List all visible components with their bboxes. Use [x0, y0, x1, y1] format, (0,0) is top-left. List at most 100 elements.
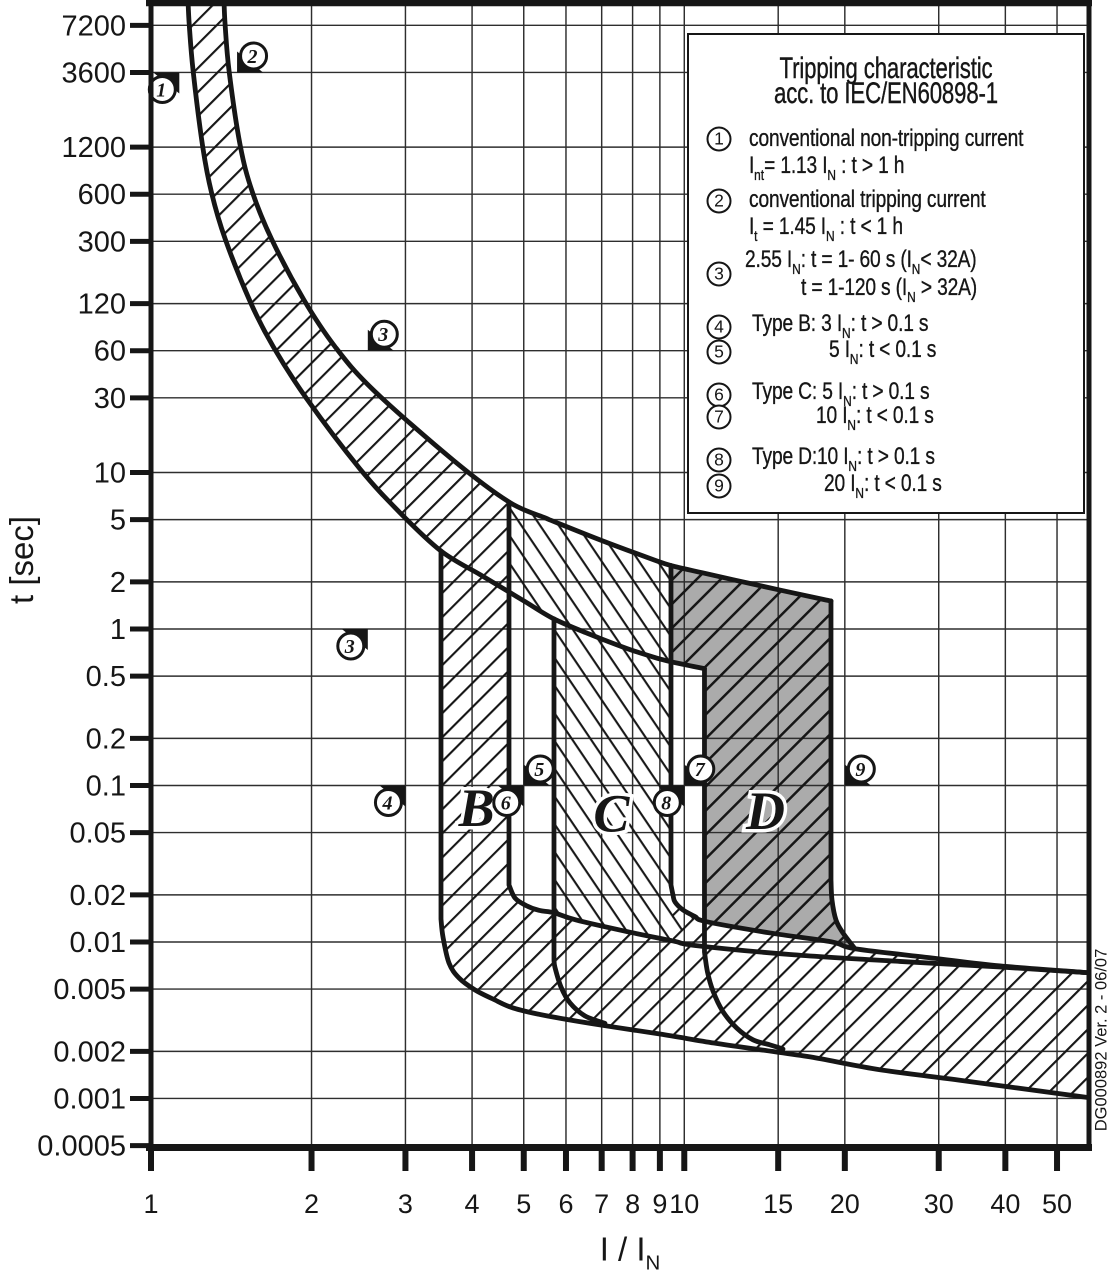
- legend-item-number-5: 5: [706, 339, 732, 365]
- legend-item-text: Type C: 5 IN: t > 0.1 s: [752, 378, 930, 410]
- tick-label-y-10: 10: [94, 457, 126, 489]
- marker-number: 3: [377, 324, 388, 346]
- legend-item-text: Int= 1.13 IN : t > 1 h: [749, 152, 905, 184]
- tick-label-y-0.001: 0.001: [53, 1083, 126, 1115]
- marker-2: 2: [237, 41, 269, 73]
- legend-item-text: conventional tripping current: [749, 186, 986, 213]
- legend-item-number-3: 3: [706, 261, 732, 287]
- plot-area: [150, 0, 1092, 1147]
- marker-circle: [373, 787, 403, 817]
- tick-label-x-9: 9: [652, 1189, 667, 1219]
- marker-circle: [846, 754, 876, 784]
- tick-label-y-0.02: 0.02: [70, 880, 126, 912]
- marker-circle: [239, 41, 269, 71]
- band-letter-B: B: [458, 778, 495, 838]
- tick-label-y-0.1: 0.1: [86, 770, 126, 802]
- curve-upper-thermal: [221, 0, 834, 604]
- x-axis-title: I / IN: [599, 1230, 661, 1275]
- legend-item-number-4: 4: [706, 314, 732, 340]
- tick-label-y-7200: 7200: [61, 10, 126, 42]
- legend-item-text: t = 1-120 s (IN > 32A): [801, 274, 978, 306]
- marker-number: 2: [247, 46, 258, 68]
- axis-ticks: [130, 22, 1061, 1171]
- tick-label-x-10: 10: [669, 1189, 699, 1219]
- marker-7: 7: [684, 754, 716, 786]
- marker-number: 4: [381, 792, 392, 814]
- marker-6: 6: [492, 785, 524, 817]
- marker-number: 8: [661, 792, 671, 814]
- tick-label-y-1200: 1200: [61, 132, 126, 164]
- tick-label-y-0.002: 0.002: [53, 1036, 126, 1068]
- tick-label-x-5: 5: [516, 1189, 531, 1219]
- curve-d-max: [828, 598, 858, 952]
- marker-number: 3: [344, 636, 355, 658]
- tick-label-y-30: 30: [94, 383, 126, 415]
- region-type-b-fast: [440, 550, 1092, 1098]
- tick-label-x-8: 8: [625, 1189, 640, 1219]
- tick-label-y-60: 60: [94, 336, 126, 368]
- curve-d-min: [702, 666, 786, 1052]
- characteristic-curves: [185, 0, 1092, 1101]
- marker-3: 3: [367, 319, 399, 351]
- marker-circle: [525, 754, 555, 784]
- marker-circle: [336, 631, 366, 661]
- legend-title-line: Tripping characteristic: [779, 52, 993, 85]
- curve-b-min: [438, 548, 1092, 1101]
- tick-label-y-0.05: 0.05: [70, 818, 126, 850]
- legend-item-text: 5 IN: t < 0.1 s: [829, 336, 937, 368]
- legend-item-text: It = 1.45 IN : t < 1 h: [749, 213, 903, 245]
- legend-item-number-1: 1: [706, 126, 732, 152]
- marker-9: 9: [844, 754, 876, 786]
- version-text: DG000892 Ver. 2 - 06/07: [1092, 948, 1111, 1132]
- curve-c-max: [668, 563, 1092, 976]
- tick-label-y-0.2: 0.2: [86, 723, 126, 755]
- tick-label-y-600: 600: [78, 179, 126, 211]
- tick-label-x-4: 4: [465, 1189, 480, 1219]
- legend-item-text: Type D:10 IN: t > 0.1 s: [752, 443, 935, 475]
- marker-circle: [492, 787, 522, 817]
- marker-1: 1: [147, 72, 180, 104]
- curve-lower-thermal: [185, 0, 707, 672]
- legend-item-text: conventional non-tripping current: [749, 125, 1024, 152]
- tick-label-x-7: 7: [594, 1189, 609, 1219]
- tick-label-y-3600: 3600: [61, 57, 126, 89]
- tick-label-y-5: 5: [110, 505, 126, 537]
- legend-item-number-8: 8: [706, 447, 732, 473]
- tick-labels: 7200360012006003001206030105210.50.20.10…: [37, 10, 1072, 1219]
- marker-number: 7: [695, 759, 706, 781]
- marker-number: 6: [501, 792, 511, 814]
- tick-label-y-120: 120: [78, 289, 126, 321]
- tick-label-y-300: 300: [78, 226, 126, 258]
- tick-label-x-6: 6: [558, 1189, 573, 1219]
- legend-item-number-2: 2: [706, 188, 732, 214]
- tick-label-y-1: 1: [110, 614, 126, 646]
- band-letter-C: C: [593, 784, 630, 844]
- marker-number: 5: [534, 759, 544, 781]
- tick-label-x-1: 1: [143, 1189, 158, 1219]
- legend-item-number-6: 6: [706, 382, 732, 408]
- tick-label-x-50: 50: [1042, 1189, 1072, 1219]
- marker-circle: [652, 787, 682, 817]
- marker-circle: [686, 754, 716, 784]
- y-axis-title: t [sec]: [3, 515, 40, 605]
- legend-title-line: acc. to IEC/EN60898-1: [774, 77, 998, 110]
- tick-label-x-2: 2: [304, 1189, 319, 1219]
- curve-c-min: [551, 616, 608, 1026]
- tick-label-x-30: 30: [924, 1189, 954, 1219]
- band-letter-D: D: [745, 781, 785, 841]
- legend-item-text: 20 IN: t < 0.1 s: [824, 470, 942, 502]
- tick-label-y-0.01: 0.01: [70, 927, 126, 959]
- legend-item-number-7: 7: [706, 404, 732, 430]
- band-letters: B C D: [454, 775, 788, 847]
- legend-item-text: 10 IN: t < 0.1 s: [816, 402, 934, 434]
- tick-label-y-0.005: 0.005: [53, 974, 126, 1006]
- tick-label-y-2: 2: [110, 567, 126, 599]
- legend-item-text: 2.55 IN: t = 1- 60 s (IN< 32A): [745, 246, 977, 278]
- tick-label-y-0.0005: 0.0005: [37, 1131, 126, 1163]
- marker-5: 5: [523, 754, 555, 786]
- marker-8: 8: [652, 785, 685, 817]
- tick-label-x-40: 40: [990, 1189, 1020, 1219]
- marker-3: 3: [336, 628, 368, 661]
- marker-number: 9: [855, 759, 865, 781]
